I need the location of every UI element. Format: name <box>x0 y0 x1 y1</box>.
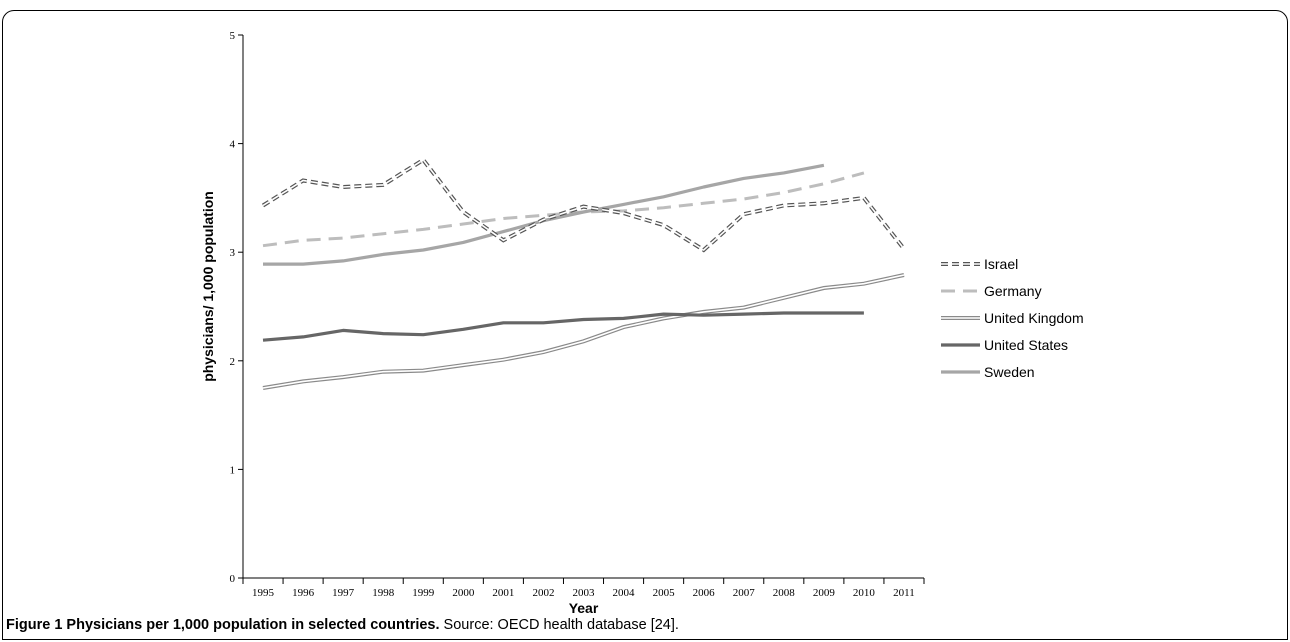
x-tick-label: 1999 <box>412 587 435 599</box>
y-tick-label: 2 <box>230 356 236 368</box>
legend-label-israel: Israel <box>984 256 1018 272</box>
legend-label-germany: Germany <box>984 283 1042 299</box>
legend-label-united-states: United States <box>984 337 1068 353</box>
y-axis-title: physicians/ 1,000 population <box>200 191 216 382</box>
chart-legend: Israel Germany United Kingdom United States… <box>941 256 1084 380</box>
x-tick-label: 2005 <box>653 587 676 599</box>
chart-series <box>261 157 906 390</box>
x-tick-label: 2000 <box>452 587 475 599</box>
y-tick-label: 1 <box>230 464 236 476</box>
chart-axes: 0 1 2 3 4 5 1995 1996 1997 1998 1999 2000 2001 2002 20… <box>230 30 925 599</box>
y-tick-label: 3 <box>230 247 236 259</box>
legend-label-united-kingdom: United Kingdom <box>984 310 1084 326</box>
caption-source: Source: OECD health database [24]. <box>439 617 679 633</box>
x-tick-label: 1997 <box>332 587 355 599</box>
series-line-sweden <box>263 163 825 266</box>
figure-frame <box>2 10 1288 640</box>
series-line-united-kingdom-inner <box>262 274 905 389</box>
x-tick-label: 1996 <box>292 587 315 599</box>
series-line-israel-inner <box>262 158 905 251</box>
y-tick-label: 0 <box>230 573 236 585</box>
x-tick-label: 2006 <box>693 587 716 599</box>
x-tick-label: 1995 <box>252 587 275 599</box>
caption-title: Figure 1 Physicians per 1,000 population… <box>6 617 440 633</box>
x-tick-label: 2008 <box>773 587 796 599</box>
x-tick-label: 2003 <box>573 587 596 599</box>
x-tick-label: 2007 <box>733 587 756 599</box>
x-tick-label: 1998 <box>372 587 395 599</box>
y-tick-label: 4 <box>230 139 236 151</box>
series-line-germany <box>262 171 865 248</box>
x-tick-label: 2001 <box>492 587 514 599</box>
x-axis-title: Year <box>569 600 599 616</box>
y-tick-label: 5 <box>230 30 236 42</box>
x-tick-label: 2009 <box>813 587 836 599</box>
series-line-united-states <box>262 311 864 342</box>
figure-caption: Figure 1 Physicians per 1,000 population… <box>6 617 679 633</box>
x-tick-label: 2011 <box>893 587 915 599</box>
legend-label-sweden: Sweden <box>984 364 1035 380</box>
x-tick-label: 2010 <box>853 587 876 599</box>
x-tick-label: 2004 <box>613 587 636 599</box>
x-tick-label: 2002 <box>532 587 554 599</box>
